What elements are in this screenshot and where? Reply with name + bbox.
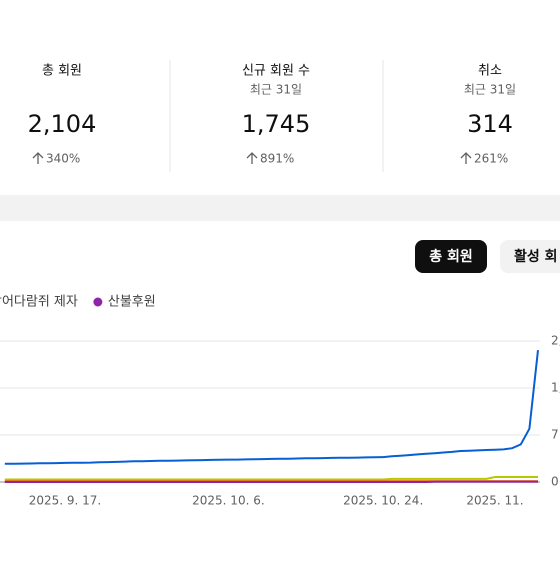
stat-subtitle: 최근 31일: [250, 83, 302, 97]
series-line: [5, 350, 538, 464]
stat-title: 신규 회원 수: [242, 64, 310, 79]
series-line: [5, 477, 538, 480]
stat-value: 314: [467, 110, 513, 138]
stat-title: 총 회원: [42, 64, 82, 79]
x-tick-label: 2025. 10. 24.: [343, 494, 423, 508]
legend-label: 악어다람쥐 제자: [0, 295, 78, 310]
up-arrow-icon: [461, 153, 471, 164]
y-tick-label: 1,: [551, 381, 560, 395]
x-tick-label: 2025. 11.: [466, 494, 523, 508]
y-tick-label: 0: [551, 475, 559, 489]
legend-label: 산불후원: [108, 295, 156, 310]
tab-label[interactable]: 총 회원: [429, 249, 473, 265]
y-tick-label: 2,: [551, 334, 560, 348]
stat-change: 340%: [46, 152, 80, 166]
legend-marker: [93, 298, 102, 307]
x-tick-label: 2025. 10. 6.: [192, 494, 265, 508]
up-arrow-icon: [247, 153, 257, 164]
stat-value: 2,104: [28, 110, 97, 138]
separator-band: [0, 195, 560, 221]
stat-change: 891%: [260, 152, 294, 166]
stat-title: 취소: [478, 64, 502, 79]
y-tick-label: 7: [551, 428, 559, 442]
stat-value: 1,745: [242, 110, 311, 138]
up-arrow-icon: [33, 153, 43, 164]
x-tick-label: 2025. 9. 17.: [29, 494, 102, 508]
tab-label[interactable]: 활성 회: [514, 248, 558, 265]
stat-change: 261%: [474, 152, 508, 166]
stat-subtitle: 최근 31일: [464, 83, 516, 97]
